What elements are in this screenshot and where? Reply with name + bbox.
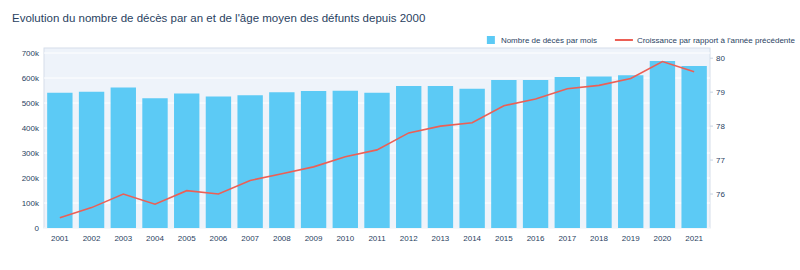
x-tick-label: 2003 xyxy=(114,234,132,243)
bar xyxy=(237,95,262,228)
y2-tick-label: 76 xyxy=(716,190,725,199)
x-tick-label: 2007 xyxy=(241,234,259,243)
y2-tick xyxy=(710,160,713,161)
x-tick-label: 2021 xyxy=(685,234,703,243)
legend-label: Croissance par rapport à l'année précéde… xyxy=(637,36,796,45)
line xyxy=(60,62,694,218)
bar xyxy=(586,77,611,229)
y2-tick-label: 78 xyxy=(716,122,725,131)
y2-tick-label: 77 xyxy=(716,156,725,165)
y-tick-label: 300k xyxy=(22,149,40,158)
y-tick-label: 0 xyxy=(35,224,40,233)
bar xyxy=(523,80,548,228)
bar xyxy=(364,93,389,228)
plot-frame xyxy=(44,48,710,228)
chart: Evolution du nombre de décès par an et d… xyxy=(0,0,800,270)
x-tick-label: 2014 xyxy=(463,234,481,243)
marks xyxy=(47,61,707,228)
y2-tick xyxy=(710,92,713,93)
bar xyxy=(681,66,706,228)
x-tick-label: 2017 xyxy=(558,234,576,243)
y-tick-label: 700k xyxy=(22,49,40,58)
bar xyxy=(142,98,167,228)
y2-tick xyxy=(710,126,713,127)
legend-label: Nombre de décès par mois xyxy=(501,36,597,45)
x-tick-label: 2012 xyxy=(400,234,418,243)
x-tick-label: 2016 xyxy=(527,234,545,243)
x-tick-label: 2018 xyxy=(590,234,608,243)
plot-background xyxy=(44,48,710,228)
y-tick-label: 600k xyxy=(22,74,40,83)
x-tick-label: 2015 xyxy=(495,234,513,243)
x-tick-label: 2010 xyxy=(336,234,354,243)
legend-swatch xyxy=(615,39,633,41)
y-tick-label: 400k xyxy=(22,124,40,133)
y-tick-label: 200k xyxy=(22,174,40,183)
bar xyxy=(396,86,421,228)
x-tick-label: 2004 xyxy=(146,234,164,243)
bar xyxy=(47,93,72,228)
x-tick-label: 2020 xyxy=(654,234,672,243)
x-tick-label: 2001 xyxy=(51,234,69,243)
legend: Croissance par rapport à l'année précéde… xyxy=(487,36,796,45)
x-tick-label: 2013 xyxy=(432,234,450,243)
x-tick-label: 2011 xyxy=(368,234,386,243)
y2-tick-label: 80 xyxy=(716,54,725,63)
bar xyxy=(111,88,136,229)
bar xyxy=(428,86,453,228)
x-tick-label: 2006 xyxy=(210,234,228,243)
y-tick-label: 500k xyxy=(22,99,40,108)
bar xyxy=(618,75,643,228)
x-tick-label: 2008 xyxy=(273,234,291,243)
bar xyxy=(555,77,580,228)
legend-swatch xyxy=(487,36,495,44)
x-tick-label: 2002 xyxy=(83,234,101,243)
y2-tick xyxy=(710,194,713,195)
title: Evolution du nombre de décès par an et d… xyxy=(12,12,425,24)
bar xyxy=(459,89,484,228)
y2-tick-label: 79 xyxy=(716,88,725,97)
y2-tick xyxy=(710,58,713,59)
y-tick-label: 100k xyxy=(22,199,40,208)
bar xyxy=(174,94,199,229)
x-tick-label: 2009 xyxy=(305,234,323,243)
bar xyxy=(206,97,231,229)
bar xyxy=(650,61,675,228)
x-tick-label: 2005 xyxy=(178,234,196,243)
bar xyxy=(491,80,516,228)
x-tick-label: 2019 xyxy=(622,234,640,243)
bar xyxy=(269,92,294,228)
grid-line xyxy=(44,53,710,54)
bar xyxy=(301,91,326,228)
